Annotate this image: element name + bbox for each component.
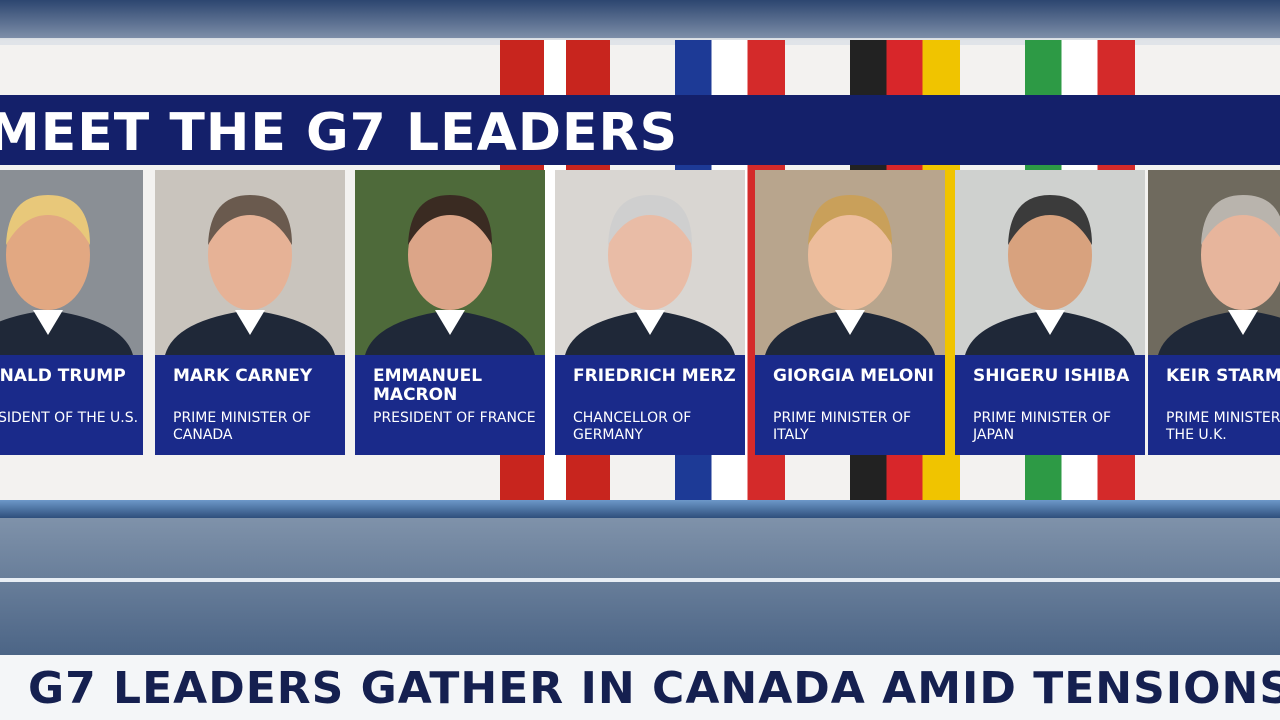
leader-photo [355,170,545,355]
portrait [365,195,535,355]
leader-photo [955,170,1145,355]
leader-name: GIORGIA MELONI [773,366,934,386]
top-bar [0,0,1280,38]
banner-title: MEET THE G7 LEADERS [0,103,679,163]
leader-photo [555,170,745,355]
leader-card: SHIGERU ISHIBA PRIME MINISTER OF JAPAN [955,170,1145,457]
studio-floor [0,518,1280,655]
leader-name: FRIEDRICH MERZ [573,366,736,386]
portrait [165,195,335,355]
leader-card: DONALD TRUMP PRESIDENT OF THE U.S. [0,170,143,457]
leader-name: MARK CARNEY [173,366,313,386]
banner: MEET THE G7 LEADERS [0,95,1280,165]
leader-card: EMMANUEL MACRON PRESIDENT OF FRANCE [355,170,545,457]
leader-photo [755,170,945,355]
leader-name: EMMANUEL MACRON [373,366,483,405]
leader-card: GIORGIA MELONI PRIME MINISTER OF ITALY [755,170,945,457]
leader-label: SHIGERU ISHIBA PRIME MINISTER OF JAPAN [955,355,1145,455]
portrait [965,195,1135,355]
leader-photo [155,170,345,355]
leader-role: PRIME MINISTER OF JAPAN [973,410,1112,443]
leader-label: MARK CARNEY PRIME MINISTER OF CANADA [155,355,345,455]
screen-ledge [0,500,1280,518]
portrait [1158,195,1280,355]
leader-name: KEIR STARMER [1166,366,1280,386]
leader-photo [1148,170,1280,355]
leader-role: PRESIDENT OF FRANCE [373,410,536,426]
leader-role: PRIME MINISTER OF THE U.K. [1166,410,1280,443]
leader-label: KEIR STARMER PRIME MINISTER OF THE U.K. [1148,355,1280,455]
leader-label: EMMANUEL MACRON PRESIDENT OF FRANCE [355,355,545,455]
lower-third: G7 LEADERS GATHER IN CANADA AMID TENSION… [0,655,1280,720]
leader-card: KEIR STARMER PRIME MINISTER OF THE U.K. [1148,170,1280,457]
leader-label: FRIEDRICH MERZ CHANCELLOR OF GERMANY [555,355,745,455]
leader-name: DONALD TRUMP [0,366,126,386]
leader-label: DONALD TRUMP PRESIDENT OF THE U.S. [0,355,143,455]
leader-card: MARK CARNEY PRIME MINISTER OF CANADA [155,170,345,457]
leader-role: PRIME MINISTER OF ITALY [773,410,912,443]
leader-photo [0,170,143,355]
headline: G7 LEADERS GATHER IN CANADA AMID TENSION… [28,663,1280,714]
leader-label: GIORGIA MELONI PRIME MINISTER OF ITALY [755,355,945,455]
floor-stripe [0,578,1280,582]
leader-role: PRESIDENT OF THE U.S. [0,410,139,426]
portrait [0,195,133,355]
leader-card: FRIEDRICH MERZ CHANCELLOR OF GERMANY [555,170,745,457]
portrait [565,195,735,355]
portrait [765,195,935,355]
leader-name: SHIGERU ISHIBA [973,366,1130,386]
leader-role: CHANCELLOR OF GERMANY [573,410,692,443]
leader-role: PRIME MINISTER OF CANADA [173,410,312,443]
